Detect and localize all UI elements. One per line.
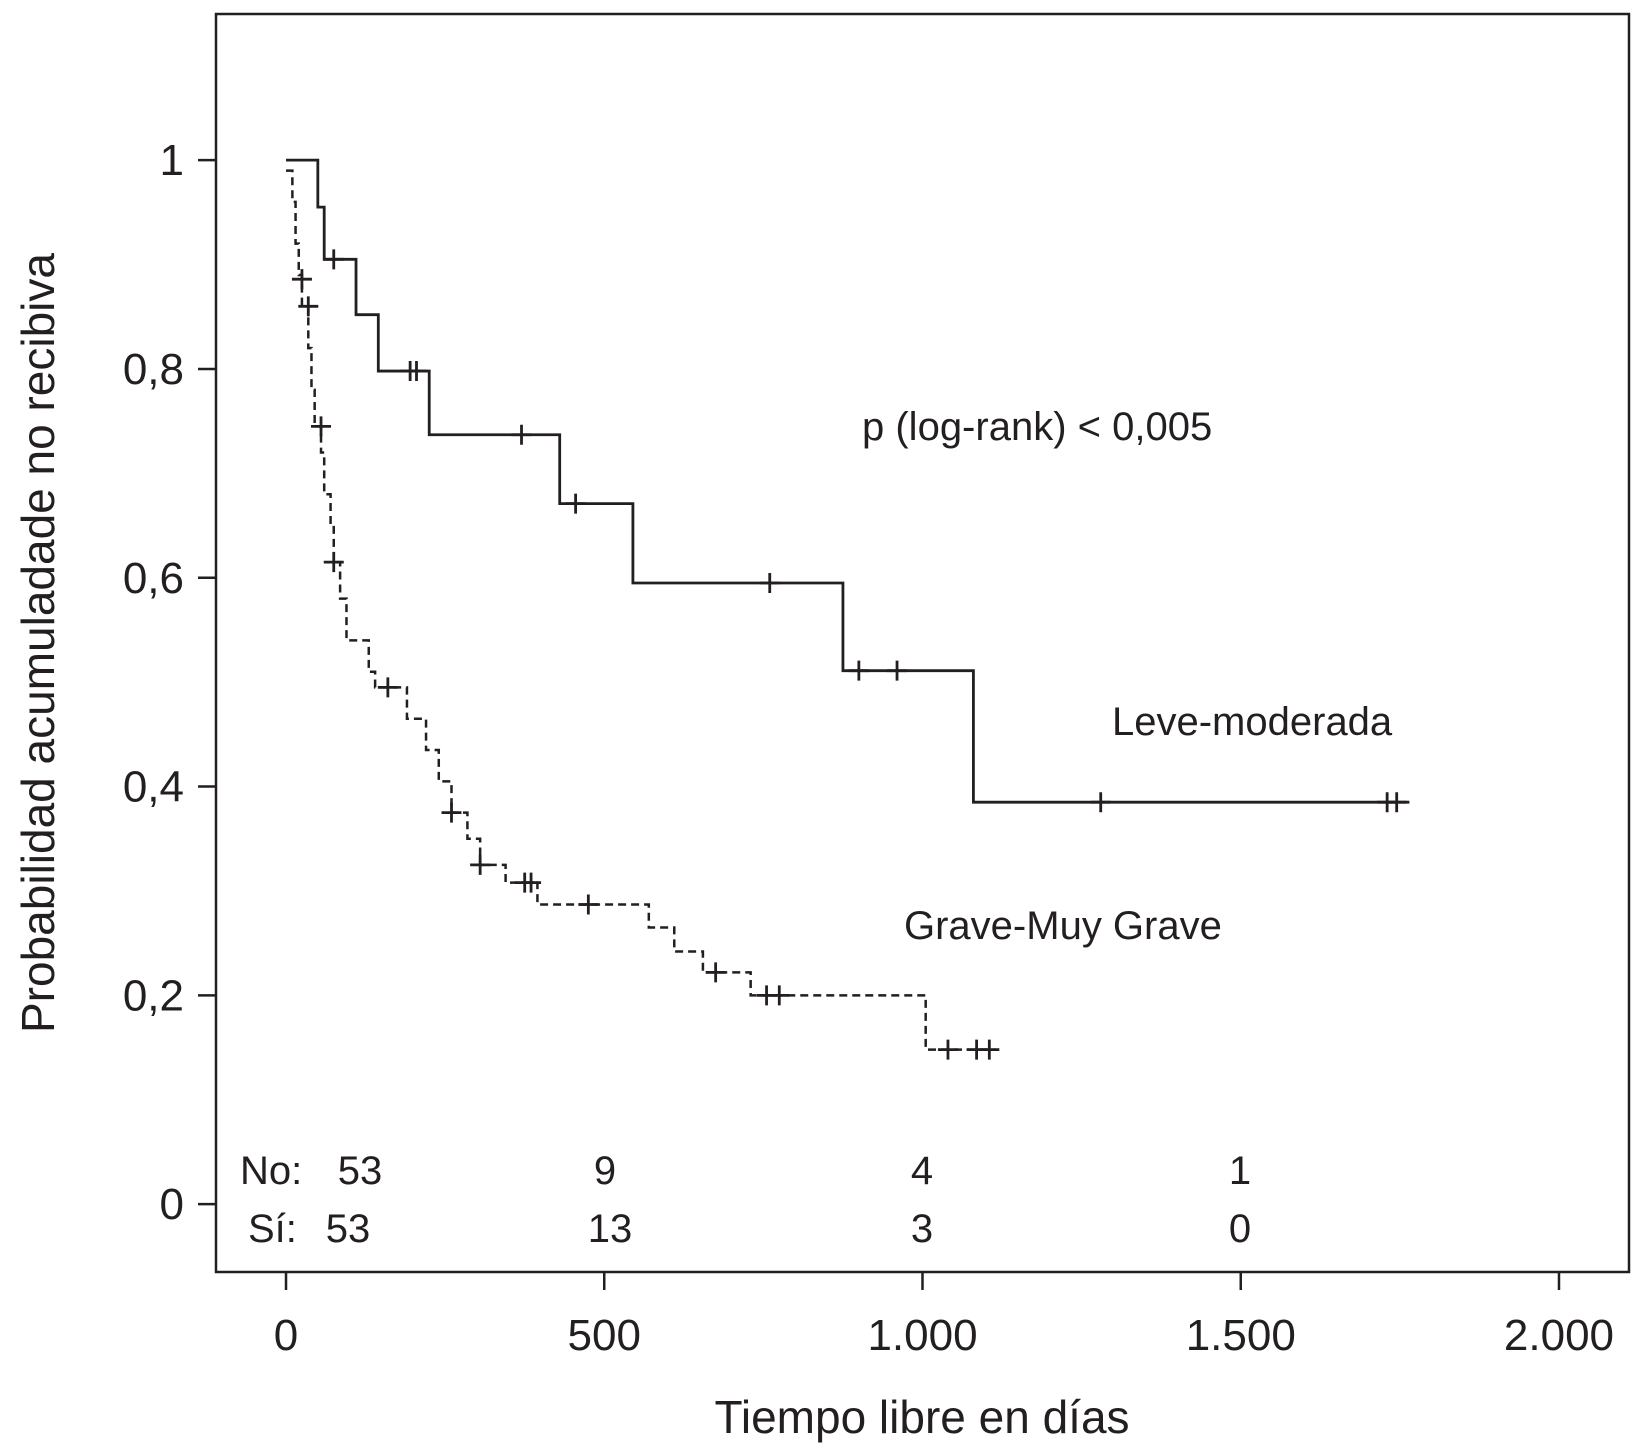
curve-leve-moderada [286,158,1410,804]
censor-mark [705,962,726,983]
censor-mark [937,1039,958,1060]
censor-mark [848,660,869,681]
censor-mark [1386,792,1407,813]
censor-mark [377,677,398,698]
censor-mark [470,854,491,875]
risk-value: 53 [326,1207,371,1251]
y-tick-label: 1 [160,136,184,185]
risk-value: 9 [594,1149,616,1193]
survival-curves [286,158,1410,1051]
y-tick-label: 0 [160,1180,184,1229]
risk-value: 1 [1229,1149,1251,1193]
y-tick-label: 0,6 [123,554,184,603]
risk-value: 3 [911,1207,933,1251]
x-tick-label: 1.500 [1186,1311,1296,1360]
x-tick-label: 500 [568,1311,641,1360]
x-tick-label: 2.000 [1504,1311,1614,1360]
censor-mark [887,660,908,681]
series-label-grave-muy-grave: Grave-Muy Grave [904,904,1222,948]
y-tick-label: 0,4 [123,763,184,812]
risk-value: 0 [1229,1207,1251,1251]
x-tick-label: 1.000 [867,1311,977,1360]
risk-row-label-no: No: [240,1149,302,1193]
censor-mark [311,416,332,437]
censor-mark [441,802,462,823]
x-tick-label: 0 [274,1311,298,1360]
censor-mark [298,296,319,317]
plot-frame [214,12,1631,1274]
censor-mark [769,985,790,1006]
log-rank-annotation: p (log-rank) < 0,005 [862,405,1212,449]
risk-value: 13 [588,1207,633,1251]
x-axis-title: Tiempo libre en días [714,1391,1129,1443]
censor-mark [759,572,780,593]
censor-mark [406,361,427,382]
y-axis-title: Probabilidad acumuladade no recibiva [12,253,64,1033]
censor-marks [291,249,1407,1060]
censor-mark [979,1039,1000,1060]
censor-mark [291,269,312,290]
x-axis: 0 500 1.000 1.500 2.000 [274,1272,1614,1360]
risk-row-label-si: Sí: [248,1207,297,1251]
y-axis: 0 0,2 0,4 0,6 0,8 1 [123,136,216,1229]
curve-grave-muy-grave [286,169,996,1051]
censor-mark [565,493,586,514]
censor-mark [1090,792,1111,813]
censor-mark [323,552,344,573]
censor-mark [521,872,542,893]
y-tick-label: 0,8 [123,345,184,394]
censor-mark [511,424,532,445]
series-label-leve-moderada: Leve-moderada [1112,700,1393,744]
risk-value: 53 [338,1149,383,1193]
risk-value: 4 [911,1149,933,1193]
risk-table: No: Sí: 53 9 4 1 53 13 3 0 [240,1149,1251,1251]
y-tick-label: 0,2 [123,971,184,1020]
censor-mark [323,249,344,270]
censor-mark [578,894,599,915]
